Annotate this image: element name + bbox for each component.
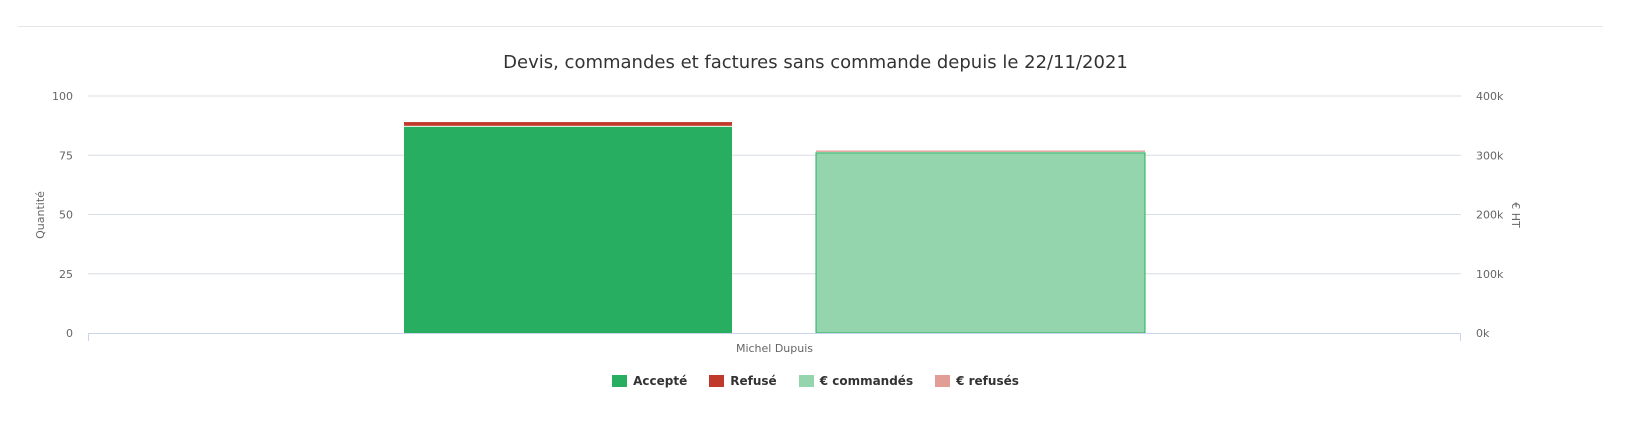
gridlines	[88, 95, 1461, 275]
y-right-tick-label: 300k	[1476, 149, 1504, 162]
legend: Accepté Refusé € commandés € refusés	[0, 374, 1631, 388]
legend-swatch	[612, 375, 628, 387]
y-right-tick-label: 100k	[1476, 268, 1504, 281]
y-right-tick-label: 200k	[1476, 209, 1504, 222]
top-divider	[18, 26, 1603, 27]
y-left-tick-label: 25	[59, 268, 73, 281]
bars	[404, 122, 1146, 334]
legend-swatch	[798, 375, 814, 387]
chart-title: Devis, commandes et factures sans comman…	[503, 52, 1128, 73]
legend-swatch	[709, 375, 725, 387]
legend-label: Accepté	[633, 374, 688, 388]
legend-label: € refusés	[956, 374, 1019, 388]
legend-item[interactable]: € commandés	[798, 374, 914, 388]
bar-refus-s[interactable]	[816, 150, 1145, 152]
y-left-axis-title: Quantité	[34, 191, 47, 239]
axes: 0 0k 25 100k 50 200k 75 300k 100 400k Michel Dupui…	[52, 90, 1504, 355]
chart-plot: 0 0k 25 100k 50 200k 75 300k 100 400k Michel Dupui…	[34, 90, 1522, 355]
legend-item[interactable]: € refusés	[935, 374, 1019, 388]
x-category-label: Michel Dupuis	[736, 342, 813, 355]
bar-refus[interactable]	[404, 122, 732, 126]
y-left-tick-label: 50	[59, 209, 73, 222]
legend-item[interactable]: Accepté	[612, 374, 687, 388]
y-right-tick-label: 0k	[1476, 327, 1490, 340]
bar-accept[interactable]	[404, 126, 732, 333]
y-left-tick-label: 75	[59, 149, 73, 162]
legend-item[interactable]: Refusé	[709, 374, 777, 388]
legend-label: € commandés	[819, 374, 914, 388]
legend-swatch	[935, 375, 951, 387]
y-left-tick-label: 100	[52, 90, 73, 103]
legend-label: Refusé	[730, 374, 777, 388]
y-right-tick-label: 400k	[1476, 90, 1504, 103]
y-left-tick-label: 0	[66, 327, 73, 340]
y-right-axis-title: € HT	[1509, 202, 1522, 228]
bar-command-s[interactable]	[815, 152, 1146, 334]
